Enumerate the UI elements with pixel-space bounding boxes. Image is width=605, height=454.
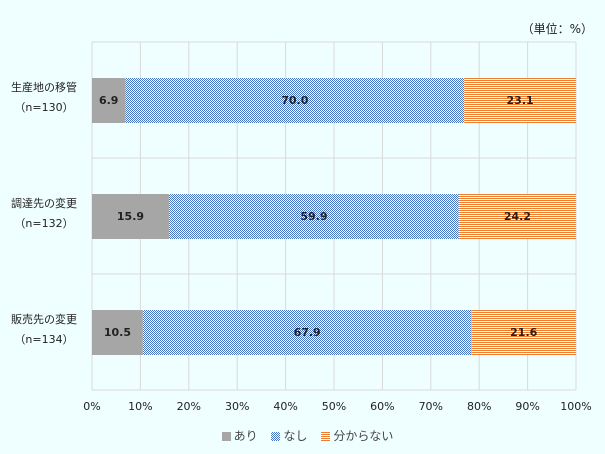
- bar-segment: [471, 310, 576, 355]
- bar-segment: [92, 78, 126, 123]
- x-tick-label: 60%: [370, 400, 394, 413]
- x-tick-label: 50%: [322, 400, 346, 413]
- legend-swatch-nashi: [271, 432, 281, 441]
- category-name: 販売先の変更: [11, 313, 77, 326]
- bar-segment: [125, 78, 465, 123]
- category-label: 生産地の移管 （n=130）: [0, 78, 88, 118]
- category-n: （n=130）: [14, 101, 74, 114]
- bar-segment: [458, 194, 576, 239]
- x-tick-label: 80%: [467, 400, 491, 413]
- data-label: 24.2: [504, 210, 531, 223]
- x-tick-label: 40%: [273, 400, 297, 413]
- legend-label: あり: [233, 429, 258, 443]
- x-tick-label: 70%: [419, 400, 443, 413]
- legend-label: なし: [283, 429, 308, 443]
- x-tick-label: 100%: [560, 400, 591, 413]
- x-tick-label: 30%: [225, 400, 249, 413]
- legend-swatch-ari: [221, 432, 231, 441]
- data-label: 59.9: [300, 210, 327, 223]
- data-label: 70.0: [281, 94, 308, 107]
- bar-segment: [92, 194, 169, 239]
- category-n: （n=134）: [14, 333, 74, 346]
- bar-segment: [92, 310, 143, 355]
- unit-label: （単位：%）: [521, 22, 593, 36]
- legend-swatch-wakaranai: [321, 432, 331, 441]
- category-label: 調達先の変更 （n=132）: [0, 194, 88, 234]
- category-name: 生産地の移管: [11, 81, 77, 94]
- x-tick-label: 0%: [83, 400, 100, 413]
- category-label: 販売先の変更 （n=134）: [0, 310, 88, 350]
- x-tick-label: 20%: [177, 400, 201, 413]
- bar-segment: [142, 310, 472, 355]
- data-label: 23.1: [507, 94, 534, 107]
- bar-segment: [464, 78, 576, 123]
- data-label: 21.6: [510, 326, 537, 339]
- legend: あり なし 分からない: [0, 427, 605, 444]
- data-label: 15.9: [117, 210, 144, 223]
- data-label: 67.9: [294, 326, 321, 339]
- category-name: 調達先の変更: [11, 197, 77, 210]
- category-n: （n=132）: [14, 217, 74, 230]
- bar-segment: [168, 194, 459, 239]
- x-tick-label: 90%: [515, 400, 539, 413]
- x-tick-label: 10%: [128, 400, 152, 413]
- legend-label: 分からない: [333, 429, 394, 443]
- data-label: 6.9: [99, 94, 119, 107]
- data-label: 10.5: [104, 326, 131, 339]
